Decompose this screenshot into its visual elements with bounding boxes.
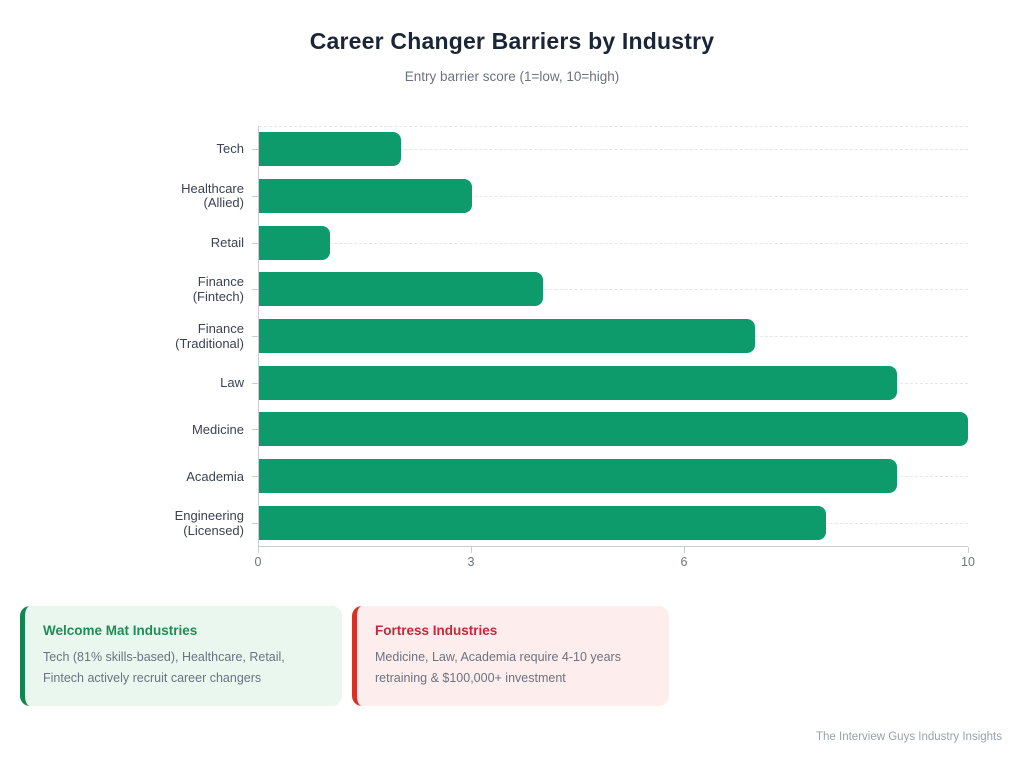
- bar-retail: [259, 225, 330, 260]
- gridline-top: [259, 126, 968, 127]
- gridline: [259, 196, 968, 197]
- chart-row-retail: [252, 219, 968, 266]
- chart-title: Career Changer Barriers by Industry: [309, 28, 715, 54]
- bar-medicine: [259, 412, 968, 447]
- y-tick-mark: [252, 429, 259, 431]
- y-tick-mark: [252, 476, 259, 478]
- x-tick-mark: [684, 547, 685, 553]
- bar-healthcare-allied: [259, 179, 472, 213]
- callout-title: Fortress Industries: [375, 623, 498, 638]
- category-axis-labels: Tech Healthcare (Allied) Retail Finance (Fint…: [0, 126, 252, 547]
- callout-body: Medicine, Law, Academia require 4-10 yea…: [375, 650, 621, 685]
- chart-row-finance-traditional: [252, 313, 968, 360]
- bar-academia: [259, 459, 898, 494]
- bar-tech: [259, 132, 401, 167]
- bar-chart-plot-area: [252, 126, 968, 547]
- category-label-law: Law: [220, 375, 244, 391]
- category-label-engineering-licensed: Engineering (Licensed): [174, 508, 244, 538]
- x-tick-mark: [968, 547, 969, 553]
- category-label-healthcare-allied: Healthcare (Allied): [181, 180, 244, 211]
- y-tick-mark: [252, 289, 259, 291]
- category-label-retail: Retail: [210, 234, 244, 250]
- bar-law: [259, 365, 898, 400]
- chart-row-law: [252, 359, 968, 406]
- x-tick-label: 10: [961, 555, 975, 569]
- y-tick-mark: [252, 242, 259, 244]
- y-tick-mark: [252, 382, 259, 384]
- x-tick-mark: [471, 547, 472, 553]
- gridline: [259, 289, 968, 291]
- x-tick-label: 6: [680, 555, 688, 569]
- x-tick-label: 0: [254, 555, 262, 569]
- x-axis: 0 3 6 10: [254, 547, 975, 573]
- bar-engineering-licensed: [259, 505, 827, 540]
- category-label-academia: Academia: [186, 468, 244, 484]
- x-tick-label: 3: [467, 555, 475, 569]
- x-tick-mark: [258, 547, 259, 553]
- gridline: [259, 242, 968, 244]
- bar-finance-traditional: [259, 319, 756, 354]
- bar-finance-fintech: [259, 272, 543, 307]
- callout-title: Welcome Mat Industries: [43, 623, 198, 638]
- chart-row-healthcare-allied: [252, 173, 968, 220]
- callout-welcome-mat-industries: Welcome Mat Industries Tech (81% skills-…: [20, 606, 342, 706]
- y-tick-mark: [252, 196, 259, 197]
- chart-row-finance-fintech: [252, 266, 968, 313]
- category-label-tech: Tech: [216, 141, 244, 157]
- category-label-finance-fintech: Finance (Fintech): [192, 274, 244, 304]
- chart-row-academia: [252, 453, 968, 500]
- y-tick-mark: [252, 522, 259, 524]
- chart-row-engineering-licensed: [252, 499, 968, 546]
- chart-row-tech: [252, 126, 968, 173]
- gridline: [259, 149, 968, 151]
- y-tick-mark: [252, 149, 259, 151]
- chart-row-medicine: [252, 406, 968, 453]
- category-label-medicine: Medicine: [191, 421, 244, 437]
- chart-subtitle: Entry barrier score (1=low, 10=high): [404, 69, 620, 84]
- y-tick-mark: [252, 336, 259, 338]
- callout-body: Tech (81% skills-based), Healthcare, Ret…: [43, 650, 285, 685]
- attribution-text: The Interview Guys Industry Insights: [816, 731, 1002, 743]
- callout-fortress-industries: Fortress Industries Medicine, Law, Acade…: [352, 606, 669, 706]
- category-label-finance-traditional: Finance (Traditional): [175, 321, 244, 351]
